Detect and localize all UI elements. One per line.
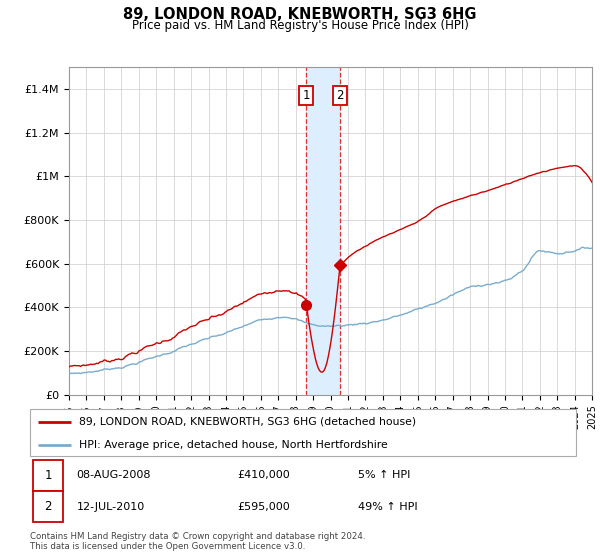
- Text: 1: 1: [302, 89, 310, 102]
- Text: Contains HM Land Registry data © Crown copyright and database right 2024.
This d: Contains HM Land Registry data © Crown c…: [30, 532, 365, 552]
- Text: 5% ↑ HPI: 5% ↑ HPI: [358, 470, 410, 480]
- Text: 1: 1: [44, 469, 52, 482]
- Text: Price paid vs. HM Land Registry's House Price Index (HPI): Price paid vs. HM Land Registry's House …: [131, 19, 469, 32]
- Text: £595,000: £595,000: [238, 502, 290, 512]
- Bar: [306, 67, 340, 395]
- Text: 2: 2: [336, 89, 344, 102]
- Bar: [33, 492, 64, 522]
- Text: 2: 2: [44, 500, 52, 514]
- Text: 12-JUL-2010: 12-JUL-2010: [76, 502, 145, 512]
- Bar: [33, 460, 64, 491]
- Text: HPI: Average price, detached house, North Hertfordshire: HPI: Average price, detached house, Nort…: [79, 440, 388, 450]
- Text: £410,000: £410,000: [238, 470, 290, 480]
- Text: 08-AUG-2008: 08-AUG-2008: [76, 470, 151, 480]
- Text: 89, LONDON ROAD, KNEBWORTH, SG3 6HG: 89, LONDON ROAD, KNEBWORTH, SG3 6HG: [123, 7, 477, 22]
- Text: 89, LONDON ROAD, KNEBWORTH, SG3 6HG (detached house): 89, LONDON ROAD, KNEBWORTH, SG3 6HG (det…: [79, 417, 416, 427]
- Text: 49% ↑ HPI: 49% ↑ HPI: [358, 502, 417, 512]
